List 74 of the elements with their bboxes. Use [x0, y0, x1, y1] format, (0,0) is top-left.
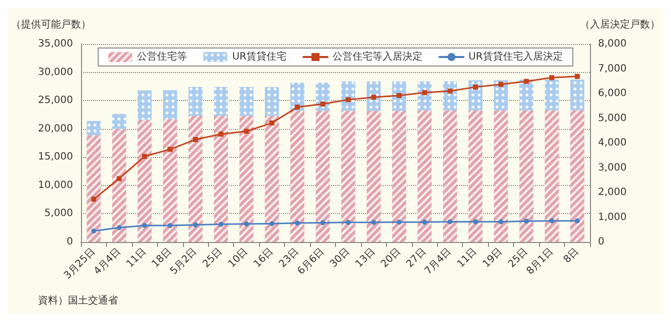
x-tick-label: 16日	[252, 246, 276, 270]
legend-label: UR賃貸住宅入居決定	[468, 50, 563, 62]
y2-tick-label: 2,000	[598, 187, 627, 198]
y-tick-label: 25,000	[38, 95, 73, 106]
point	[320, 102, 326, 107]
point	[396, 220, 402, 225]
legend-label: 公営住宅等	[137, 50, 188, 62]
point	[320, 220, 326, 226]
y-tick-label: 0	[66, 236, 73, 248]
point	[524, 78, 529, 84]
y-axis-title: （提供可能戸数）	[11, 18, 91, 30]
point	[472, 84, 478, 90]
x-tick-label: 19日	[480, 246, 505, 270]
y2-tick-label: 8,000	[598, 38, 627, 50]
point	[524, 218, 529, 224]
point	[472, 219, 478, 224]
x-tick-label: 20日	[379, 246, 404, 270]
point	[574, 74, 580, 79]
point	[116, 225, 122, 230]
point	[498, 82, 504, 87]
point	[371, 94, 376, 100]
x-tick-label: 11日	[124, 246, 149, 270]
point	[244, 128, 249, 134]
point	[396, 92, 402, 98]
text: 資料）国土交通省	[38, 294, 118, 306]
legend-label: UR賃貸住宅	[232, 50, 287, 62]
legend-label: 公営住宅等入居決定	[332, 50, 422, 62]
x-tick-label: 13日	[354, 246, 378, 270]
y-tick-label: 15,000	[38, 152, 73, 163]
point	[142, 222, 148, 228]
point	[346, 220, 351, 225]
point	[269, 221, 274, 226]
y-tick-label: 20,000	[38, 123, 73, 134]
y-tick-label: 30,000	[38, 66, 73, 78]
point	[422, 220, 428, 225]
y2-tick-label: 3,000	[598, 162, 627, 174]
point	[294, 220, 300, 226]
y-tick-label: 5,000	[44, 208, 73, 220]
point	[218, 222, 224, 227]
point	[346, 97, 351, 102]
point	[168, 146, 173, 152]
y2-tick-label: 6,000	[598, 88, 627, 99]
y2-axis-title: （入居決定戸数）	[580, 18, 660, 30]
point	[498, 219, 504, 224]
point	[116, 176, 122, 182]
point	[244, 221, 249, 226]
point	[549, 218, 554, 224]
y-tick-label: 35,000	[38, 38, 73, 50]
point	[549, 75, 554, 80]
point	[168, 222, 173, 228]
x-tick-label: 10日	[226, 246, 250, 270]
x-tick-label: 11日	[456, 246, 480, 270]
point	[448, 219, 453, 224]
y2-tick-label: 4,000	[598, 138, 627, 148]
point	[91, 228, 96, 234]
point	[91, 196, 96, 202]
y2-tick-label: 5,000	[598, 112, 627, 124]
point	[574, 218, 580, 224]
point	[269, 120, 274, 126]
y2-tick-label: 1,000	[598, 212, 627, 223]
x-tick-label: 30日	[328, 246, 352, 270]
point	[142, 154, 148, 159]
point	[371, 220, 376, 225]
point	[218, 132, 224, 137]
point	[193, 222, 198, 228]
point	[422, 90, 428, 96]
y2-tick-label: 7,000	[598, 63, 627, 74]
x-tick-label: 8日	[562, 246, 582, 266]
point	[193, 137, 198, 142]
y-tick-label: 10,000	[38, 180, 73, 191]
y2-tick-label: 0	[598, 236, 604, 248]
x-tick-label: 25日	[201, 246, 225, 270]
point	[294, 104, 300, 110]
point	[448, 88, 453, 94]
